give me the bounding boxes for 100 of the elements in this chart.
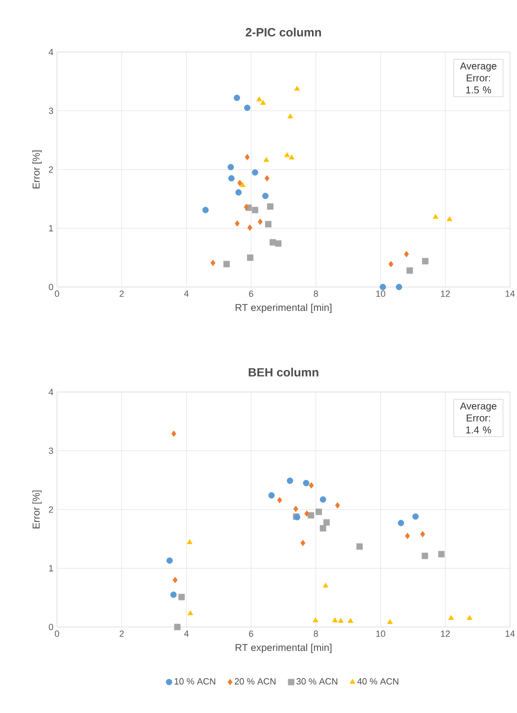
point	[170, 592, 177, 598]
point	[258, 218, 263, 225]
point	[288, 154, 294, 160]
point	[320, 496, 326, 503]
x-tick-label: 12	[440, 630, 450, 637]
point	[202, 206, 209, 214]
point	[240, 182, 246, 188]
legend-label: 10 % ACN	[174, 678, 216, 685]
point	[398, 520, 404, 526]
point	[288, 113, 294, 118]
y-tick-label: 2	[48, 166, 54, 173]
x-tick-label: 10	[376, 630, 386, 637]
point	[308, 482, 314, 489]
x-axis-title: RT experimental [min]	[236, 304, 332, 313]
x-tick-label: 8	[314, 290, 318, 297]
x-tick-label: 4	[184, 290, 189, 297]
point	[171, 430, 176, 437]
point	[275, 240, 282, 247]
point	[252, 169, 258, 176]
point	[228, 175, 235, 182]
x-tick-label: 10	[376, 290, 386, 297]
point	[335, 502, 340, 509]
point	[420, 530, 426, 538]
y-axis-title: Error [%]	[32, 490, 42, 528]
point	[270, 239, 276, 246]
x-tick-label: 6	[249, 630, 254, 637]
point	[446, 216, 452, 222]
annotation: Average Error: 1.4 %	[460, 402, 496, 434]
point	[210, 260, 216, 266]
point	[244, 154, 250, 160]
annotation: Average Error: 1.5 %	[460, 62, 496, 94]
legend-label: 20 % ACN	[234, 678, 276, 685]
point	[432, 214, 438, 219]
legend-label: 30 % ACN	[296, 678, 338, 685]
y-tick-label: 3	[48, 108, 54, 114]
point	[234, 94, 240, 102]
x-tick-label: 12	[440, 290, 450, 297]
point	[412, 513, 419, 520]
point	[320, 525, 326, 532]
point	[380, 284, 386, 290]
point	[438, 550, 445, 558]
x-tick-label: 14	[506, 290, 515, 297]
y-tick-label: 0	[48, 624, 54, 630]
x-axis-title: RT experimental [min]	[236, 644, 332, 653]
chart-title: BEH column	[248, 368, 318, 377]
point	[348, 618, 354, 623]
point	[284, 152, 290, 158]
point	[293, 506, 298, 512]
point	[178, 594, 185, 600]
y-tick-label: 3	[48, 448, 54, 454]
point	[404, 250, 409, 258]
y-tick-label: 1	[49, 225, 54, 232]
y-tick-label: 4	[48, 48, 54, 56]
point	[302, 480, 310, 486]
y-tick-label: 0	[48, 284, 54, 290]
point	[277, 496, 282, 504]
x-tick-label: 2	[120, 290, 124, 297]
x-tick-label: 0	[54, 290, 60, 297]
point	[268, 492, 275, 499]
point	[466, 615, 472, 620]
x-tick-label: 2	[120, 630, 124, 637]
point	[323, 519, 330, 526]
point	[244, 204, 249, 210]
x-tick-label: 6	[249, 290, 254, 297]
point	[316, 508, 322, 516]
point	[237, 180, 242, 186]
point	[174, 624, 181, 630]
point	[186, 539, 192, 544]
point	[256, 96, 262, 102]
point	[300, 540, 306, 546]
x-tick-label: 0	[54, 630, 60, 637]
x-tick-label: 8	[314, 630, 318, 637]
y-axis-title: Error [%]	[32, 150, 42, 188]
point	[172, 576, 178, 584]
point	[404, 532, 410, 540]
point	[396, 284, 402, 290]
point	[166, 557, 173, 564]
legend-label: 40 % ACN	[357, 678, 398, 685]
point	[252, 206, 258, 214]
point	[338, 618, 344, 623]
x-tick-label: 14	[506, 630, 515, 637]
y-tick-label: 1	[49, 565, 54, 572]
point	[294, 86, 300, 91]
x-tick-label: 4	[184, 630, 189, 637]
point	[422, 258, 428, 264]
point	[246, 254, 254, 261]
point	[223, 260, 230, 268]
point	[247, 224, 252, 231]
point	[332, 617, 338, 622]
chart-title: 2-PIC column	[246, 28, 321, 37]
point	[406, 267, 413, 274]
point	[264, 156, 270, 162]
point	[262, 192, 269, 200]
point	[234, 220, 240, 227]
point	[228, 164, 234, 170]
point	[356, 543, 363, 550]
y-tick-label: 2	[48, 506, 54, 513]
point	[387, 619, 393, 624]
point	[312, 617, 318, 622]
point	[422, 552, 428, 560]
